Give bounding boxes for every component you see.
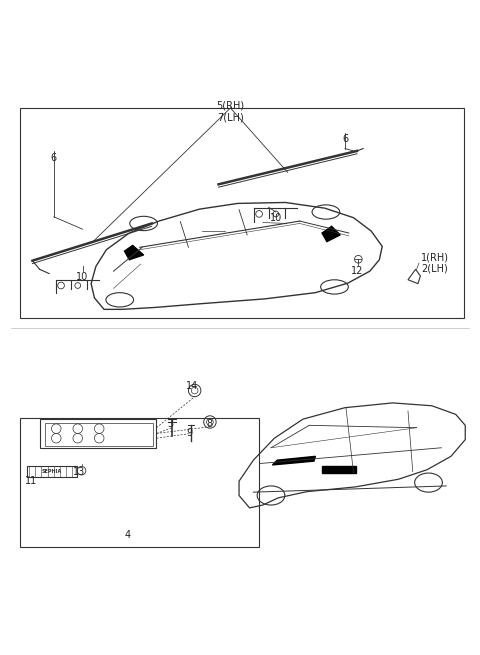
Text: 4: 4	[125, 530, 131, 540]
Bar	[322, 466, 357, 472]
Text: 14: 14	[186, 381, 198, 391]
Text: 13: 13	[73, 466, 85, 477]
Bar	[45, 423, 153, 446]
Text: 11: 11	[25, 476, 37, 486]
Text: SEPHIA: SEPHIA	[41, 469, 61, 474]
Text: 12: 12	[351, 266, 363, 276]
Polygon shape	[322, 227, 340, 242]
Text: 10: 10	[270, 213, 282, 223]
Text: 6: 6	[342, 134, 348, 144]
Text: 3: 3	[168, 419, 174, 429]
Bar	[21, 418, 259, 547]
Text: 6: 6	[51, 153, 57, 163]
Text: 8: 8	[206, 419, 212, 429]
Bar	[27, 466, 77, 477]
Text: 1(RH)
2(LH): 1(RH) 2(LH)	[421, 252, 449, 274]
Polygon shape	[124, 246, 144, 260]
Text: 5(RH)
7(LH): 5(RH) 7(LH)	[216, 101, 244, 122]
Polygon shape	[273, 457, 315, 465]
Bar	[21, 108, 464, 318]
Text: 10: 10	[76, 272, 89, 282]
Text: 9: 9	[187, 428, 193, 438]
